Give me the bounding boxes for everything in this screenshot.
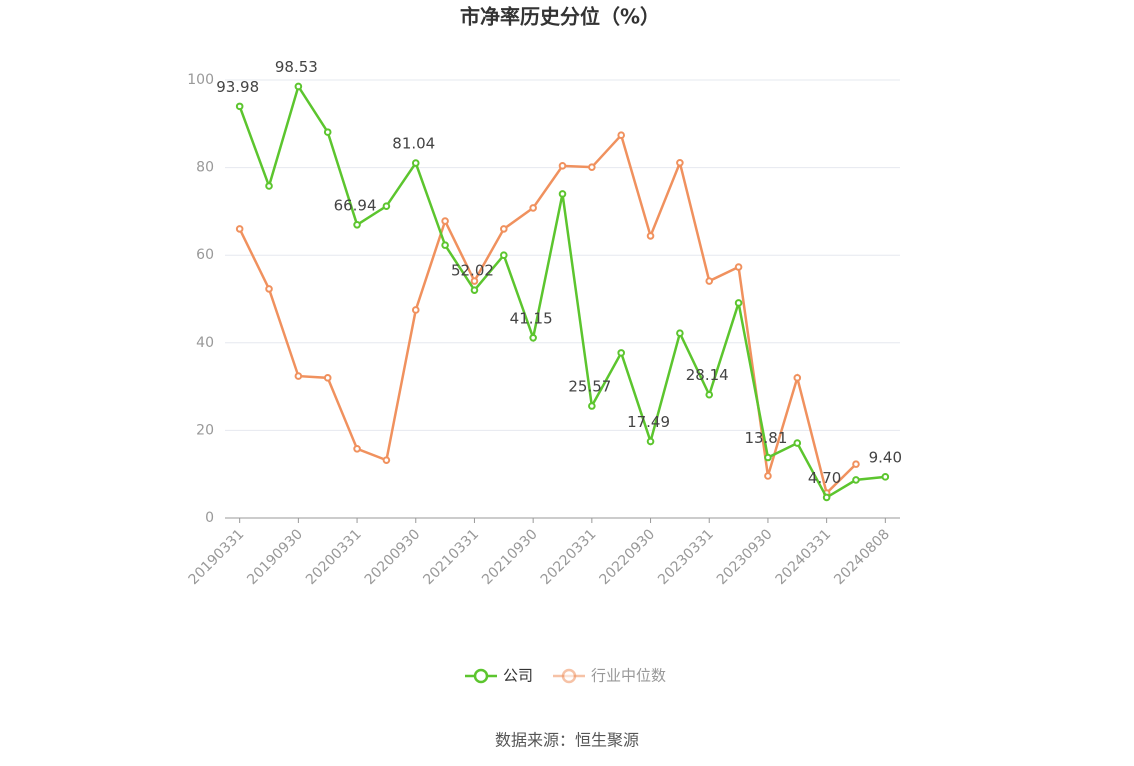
point xyxy=(353,444,361,453)
point xyxy=(411,306,420,314)
legend-marker xyxy=(473,668,489,684)
point xyxy=(294,82,303,91)
point xyxy=(382,202,391,210)
point xyxy=(235,225,244,233)
y-tick-label: 60 xyxy=(196,247,214,263)
point xyxy=(265,285,273,293)
x-tick-label: 20200930 xyxy=(362,526,424,588)
point xyxy=(353,221,361,229)
y-tick-label: 20 xyxy=(196,422,214,438)
point xyxy=(676,158,684,167)
point xyxy=(734,299,743,307)
point xyxy=(323,374,332,382)
chart-title: 市净率历史分位（%） xyxy=(460,5,660,29)
point xyxy=(294,372,303,380)
point xyxy=(793,439,802,447)
point xyxy=(764,472,772,480)
point xyxy=(676,329,684,337)
point xyxy=(588,163,596,171)
source: 数据来源：恒生聚源 xyxy=(495,731,639,750)
data-label: 25.57 xyxy=(568,378,611,396)
data-label: 9.40 xyxy=(869,448,902,466)
data-label: 13.81 xyxy=(744,429,787,447)
point xyxy=(235,102,244,111)
point xyxy=(470,277,479,285)
y-tick-label: 40 xyxy=(196,335,214,351)
x-tick-label: 20220930 xyxy=(596,526,658,588)
legend-marker xyxy=(561,668,577,684)
point xyxy=(529,204,537,212)
y-tick-label: 100 xyxy=(187,72,214,88)
point xyxy=(382,456,391,464)
x-tick-label: 20190331 xyxy=(186,526,248,588)
point xyxy=(588,402,596,410)
data-label: 4.70 xyxy=(808,469,841,487)
point xyxy=(265,182,273,190)
point xyxy=(529,333,537,342)
point xyxy=(852,460,860,468)
y-tick-label: 0 xyxy=(205,510,214,526)
x-tick-label: 20210930 xyxy=(479,526,541,588)
series-line xyxy=(238,83,886,500)
data-label: 52.02 xyxy=(451,262,494,280)
point xyxy=(881,473,890,481)
data-label: 81.04 xyxy=(392,135,435,153)
data-label: 28.14 xyxy=(686,366,729,384)
point xyxy=(822,493,831,502)
point xyxy=(411,159,420,167)
point xyxy=(617,131,625,139)
point xyxy=(617,349,625,357)
x-tick-label: 20210331 xyxy=(420,526,482,588)
point xyxy=(500,251,508,259)
point xyxy=(646,232,655,240)
legend-label: 公司 xyxy=(503,667,533,685)
point xyxy=(705,390,714,399)
point xyxy=(441,217,449,225)
data-label: 98.53 xyxy=(275,58,318,76)
data-label: 17.49 xyxy=(627,413,670,431)
x-tick-label: 20240331 xyxy=(773,526,835,588)
data-label: 41.15 xyxy=(510,309,553,327)
data-label: 93.98 xyxy=(216,78,259,96)
point xyxy=(705,277,714,285)
point xyxy=(764,453,772,462)
point xyxy=(558,162,567,170)
point xyxy=(646,437,655,446)
point xyxy=(558,190,567,198)
x-tick-label: 20240808 xyxy=(831,526,893,588)
x-tick-label: 20220331 xyxy=(538,526,600,588)
series-line xyxy=(238,132,857,496)
x-tick-label: 20230930 xyxy=(714,526,776,588)
legend-label: 行业中位数 xyxy=(591,667,666,685)
point xyxy=(852,476,860,484)
x-tick-label: 20230331 xyxy=(655,526,717,588)
y-tick-label: 80 xyxy=(196,160,214,176)
point xyxy=(793,374,802,382)
point xyxy=(441,241,449,249)
data-label: 66.94 xyxy=(334,196,377,214)
point xyxy=(470,286,479,294)
point xyxy=(734,263,743,271)
point xyxy=(500,225,508,233)
point xyxy=(323,128,332,136)
x-tick-label: 20190930 xyxy=(244,526,306,588)
x-tick-label: 20200331 xyxy=(303,526,365,588)
